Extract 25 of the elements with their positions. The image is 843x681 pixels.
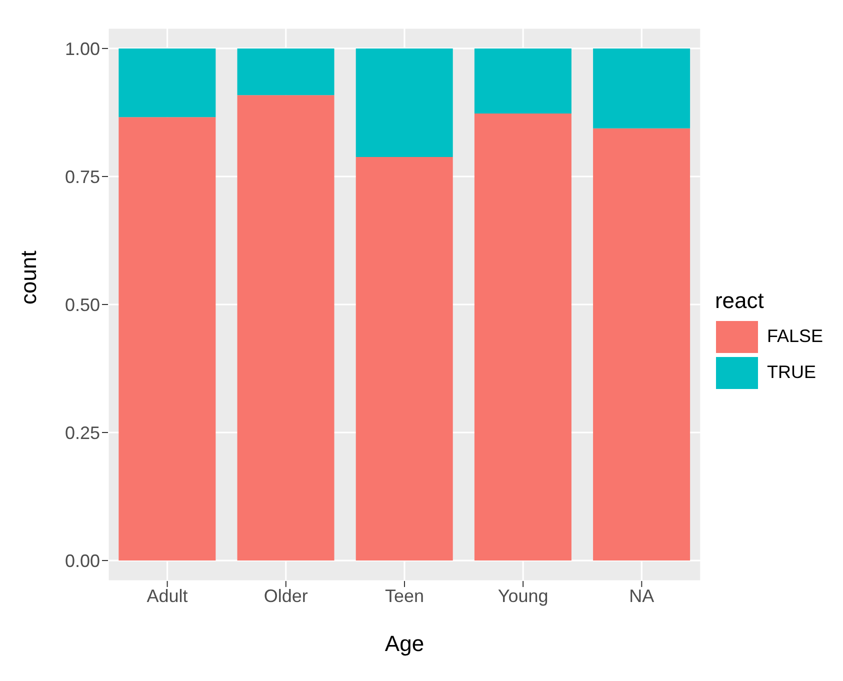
bar: [237, 48, 334, 96]
y-tick-label: 0.00: [64, 550, 100, 571]
bar: [118, 48, 216, 118]
legend-label: TRUE: [766, 362, 816, 383]
x-tick-label: Young: [498, 586, 548, 606]
legend-label: FALSE: [766, 326, 823, 347]
bar: [474, 114, 572, 561]
x-tick-label: Teen: [384, 586, 424, 606]
bar: [474, 48, 572, 114]
y-tick-label: 0.75: [64, 166, 100, 187]
bar: [118, 117, 216, 561]
legend-title: react: [714, 288, 765, 314]
y-tick-label: 1.00: [64, 38, 100, 59]
bar: [356, 157, 453, 561]
y-tick-label: 0.50: [64, 294, 100, 315]
bar: [356, 48, 453, 158]
x-tick-label: NA: [629, 586, 654, 606]
x-tick-label: Older: [264, 586, 308, 606]
bar: [237, 95, 334, 561]
bar: [593, 128, 690, 561]
x-tick-label: Adult: [146, 586, 188, 606]
bar: [593, 48, 690, 128]
y-axis-title: count: [16, 250, 41, 304]
x-axis-title: Age: [384, 631, 424, 656]
y-tick-label: 0.25: [64, 422, 100, 443]
